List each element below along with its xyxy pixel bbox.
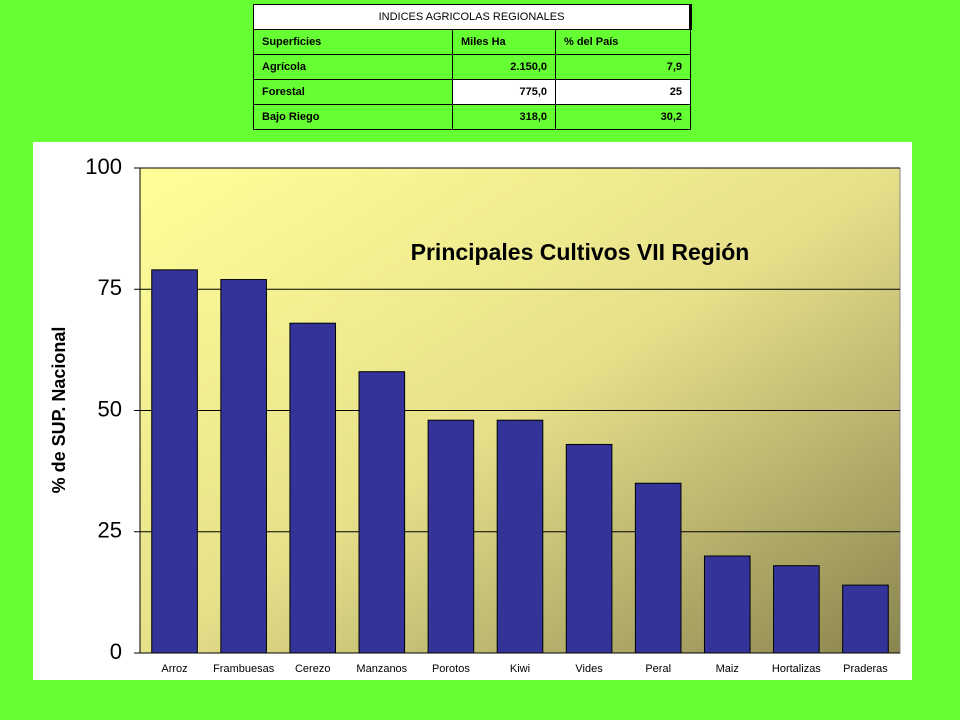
x-tick-label: Arroz [161, 663, 187, 675]
y-tick-label: 0 [110, 639, 122, 664]
bar [289, 322, 337, 654]
x-tick-label: Manzanos [356, 663, 407, 675]
header-cell: % del País [555, 29, 691, 55]
cell: 25 [555, 79, 691, 105]
x-tick-label: Hortalizas [772, 663, 821, 675]
x-tick-label: Maiz [716, 663, 739, 675]
chart-title: Principales Cultivos VII Región [411, 239, 750, 265]
table-title: INDICES AGRICOLAS REGIONALES [253, 4, 692, 30]
y-tick-label: 75 [98, 275, 122, 300]
cell: 2.150,0 [452, 54, 556, 80]
bar [496, 419, 544, 654]
y-tick-label: 50 [98, 396, 122, 421]
x-tick-label: Kiwi [510, 663, 530, 675]
y-tick-label: 100 [85, 154, 122, 179]
bar [773, 565, 820, 654]
bar [634, 482, 682, 654]
cell: 318,0 [452, 104, 556, 130]
cell: 30,2 [555, 104, 691, 130]
x-tick-label: Praderas [843, 663, 888, 675]
cell: Forestal [253, 79, 453, 105]
bar [358, 371, 406, 654]
bar [703, 555, 751, 654]
bar [565, 443, 613, 654]
x-tick-label: Frambuesas [213, 663, 275, 675]
index-table: INDICES AGRICOLAS REGIONALES Superficies… [253, 4, 692, 130]
cell: Bajo Riego [253, 104, 453, 130]
cell: 775,0 [452, 79, 556, 105]
x-tick-label: Vides [575, 663, 603, 675]
y-axis-title: % de SUP. Nacional [49, 327, 69, 494]
cell: Agrícola [253, 54, 453, 80]
x-tick-label: Peral [645, 663, 671, 675]
bar [151, 269, 198, 654]
bar [427, 419, 475, 654]
x-tick-label: Cerezo [295, 663, 330, 675]
bar [220, 279, 267, 654]
bar [842, 584, 889, 654]
cell: 7,9 [555, 54, 691, 80]
x-tick-label: Porotos [432, 663, 470, 675]
y-tick-label: 25 [98, 518, 122, 543]
